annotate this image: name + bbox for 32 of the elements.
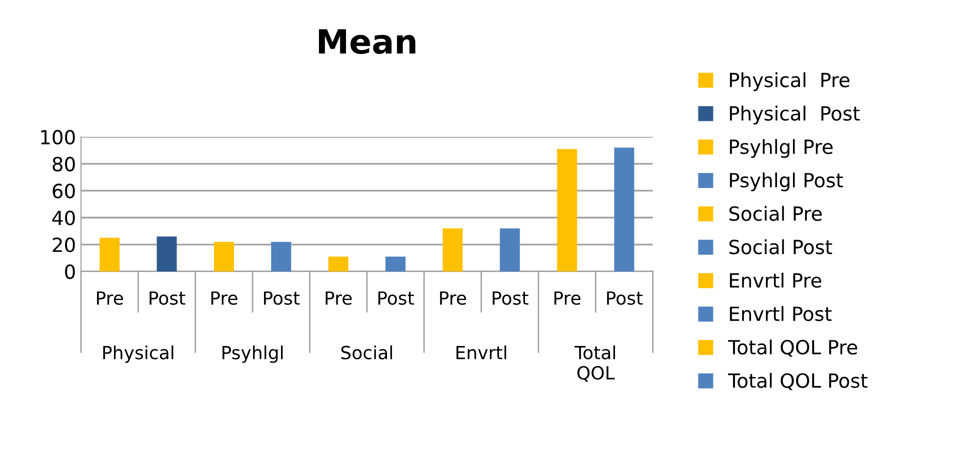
legend-label: Envrtl Pre <box>730 272 822 288</box>
x-tick-label: Pre <box>554 291 580 305</box>
y-tick-label: 80 <box>52 156 75 172</box>
legend-label: Social Pre <box>729 206 822 221</box>
legend-label: Physical Post <box>730 106 860 125</box>
legend-label: Physical Pre <box>730 72 850 92</box>
y-tick-label: 100 <box>41 130 75 145</box>
text: Envrtl <box>456 345 506 360</box>
text: Psyhlgl <box>222 345 283 363</box>
x-tick-label: Pre <box>97 291 123 305</box>
x-tick-label: Post <box>607 291 643 305</box>
y-tick-label: 60 <box>52 184 75 198</box>
text: Physical <box>103 345 174 363</box>
legend-label: Psyhlgl Post <box>730 172 843 192</box>
x-tick-label: Pre <box>440 291 466 305</box>
x-tick-label: Post <box>378 291 414 305</box>
text: Social <box>341 345 392 360</box>
x-tick-label: Pre <box>211 291 238 305</box>
x-tick-label: Post <box>492 291 528 305</box>
x-tick-label: Post <box>264 291 300 305</box>
y-tick-label: 0 <box>65 264 75 280</box>
legend-label: Total QOL Post <box>728 372 868 390</box>
x-tick-label: Post <box>150 291 186 305</box>
chart-title: Mean <box>318 29 416 54</box>
y-tick-label: 20 <box>52 237 75 252</box>
legend-label: Envrtl Post <box>730 306 832 322</box>
text: Total QOL <box>574 345 616 382</box>
y-tick-label: 40 <box>52 210 75 226</box>
legend-label: Psyhlgl Pre <box>730 139 833 158</box>
legend-label: Social Post <box>729 239 832 254</box>
legend-label: Total QOL Pre <box>728 339 858 357</box>
x-tick-label: Pre <box>326 291 352 305</box>
